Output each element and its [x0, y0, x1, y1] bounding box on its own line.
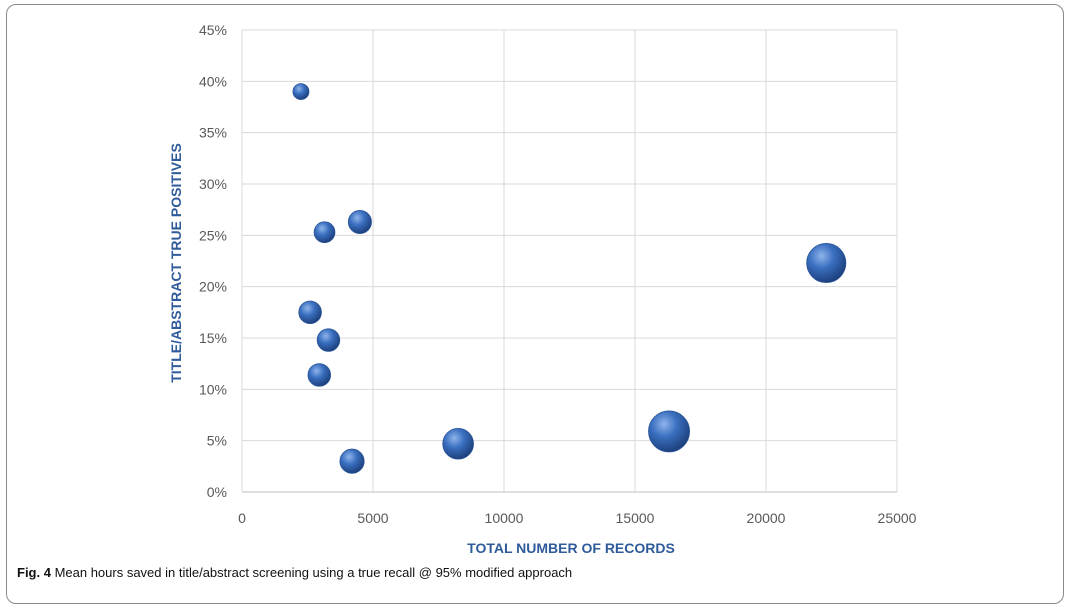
y-tick-label: 5%	[207, 433, 227, 449]
bubble-chart: 0% 5% 10% 15% 20% 25% 30% 35% 40% 45% 0 5000 10000 1…	[168, 22, 917, 556]
x-tick-label: 25000	[878, 510, 917, 526]
caption-label: Fig. 4	[17, 565, 51, 580]
gridlines	[241, 29, 898, 493]
x-tick-label: 10000	[485, 510, 524, 526]
y-axis-ticks: 0% 5% 10% 15% 20% 25% 30% 35% 40% 45%	[199, 22, 227, 500]
x-axis-ticks: 0 5000 10000 15000 20000 25000	[238, 510, 917, 526]
data-bubble	[339, 448, 365, 474]
data-bubble	[316, 328, 341, 352]
figure-caption: Fig. 4 Mean hours saved in title/abstrac…	[17, 565, 572, 580]
y-tick-label: 30%	[199, 176, 227, 192]
caption-text: Mean hours saved in title/abstract scree…	[50, 565, 573, 580]
x-tick-label: 0	[238, 510, 246, 526]
data-bubble	[307, 363, 332, 387]
y-axis-title: TITLE/ABSTRACT TRUE POSITIVES	[168, 143, 184, 383]
x-axis-title: TOTAL NUMBER OF RECORDS	[467, 540, 675, 556]
data-bubble	[442, 427, 474, 460]
data-bubble	[313, 221, 336, 244]
y-tick-label: 45%	[199, 22, 227, 38]
y-tick-label: 40%	[199, 73, 227, 89]
data-bubble	[292, 83, 310, 100]
y-tick-label: 20%	[199, 279, 227, 295]
x-tick-label: 5000	[357, 510, 388, 526]
y-tick-label: 35%	[199, 125, 227, 141]
data-bubble	[648, 410, 691, 453]
y-tick-label: 10%	[199, 381, 227, 397]
data-bubble	[806, 243, 847, 284]
x-tick-label: 20000	[747, 510, 786, 526]
data-bubble	[298, 300, 322, 325]
x-tick-label: 15000	[616, 510, 655, 526]
y-tick-label: 15%	[199, 330, 227, 346]
y-tick-label: 25%	[199, 227, 227, 243]
bubbles	[292, 83, 847, 474]
data-bubble	[347, 209, 372, 234]
y-tick-label: 0%	[207, 484, 227, 500]
